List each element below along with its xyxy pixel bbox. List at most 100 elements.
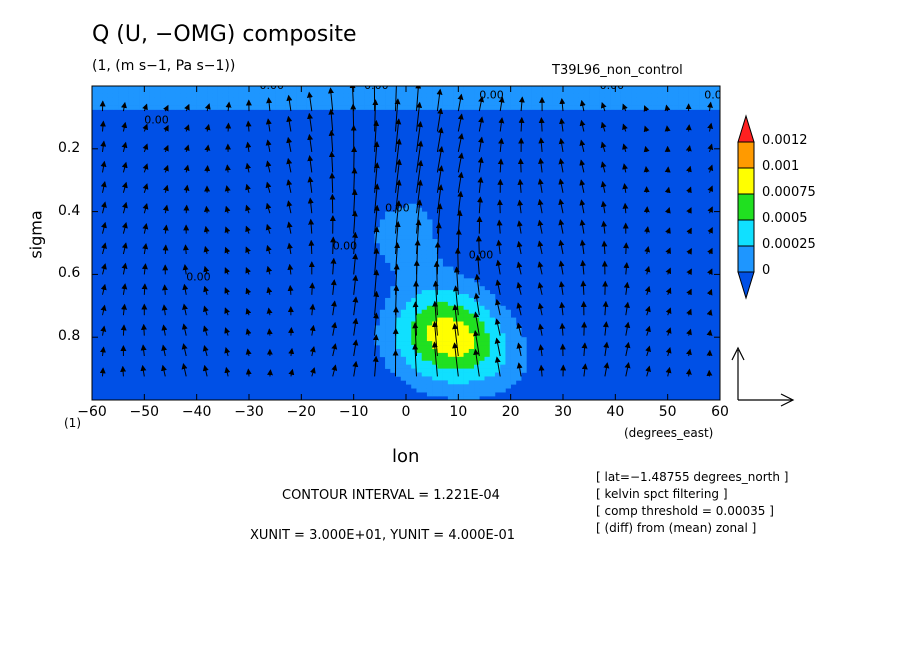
field-cell xyxy=(458,396,464,400)
field-cell xyxy=(390,105,396,110)
field-cell xyxy=(390,313,396,318)
field-cell xyxy=(515,105,522,110)
field-cell xyxy=(228,93,234,99)
field-cell xyxy=(411,329,417,334)
field-cell xyxy=(154,97,161,102)
wind-vector xyxy=(140,323,147,336)
wind-vector xyxy=(433,260,440,295)
field-cell xyxy=(411,337,417,342)
field-cell xyxy=(390,89,396,95)
field-cell xyxy=(510,325,517,330)
field-cell xyxy=(505,380,511,385)
field-cell xyxy=(468,329,475,334)
field-cell xyxy=(390,368,396,373)
field-cell xyxy=(568,101,574,106)
field-cell xyxy=(379,101,386,106)
field-cell xyxy=(453,278,459,283)
field-cell xyxy=(411,384,417,389)
field-cell xyxy=(693,97,700,102)
wind-vector xyxy=(202,345,209,357)
field-cell xyxy=(437,105,443,110)
field-cell xyxy=(406,254,412,260)
field-cell xyxy=(421,294,428,299)
field-cell xyxy=(442,301,449,307)
field-cell xyxy=(379,341,386,346)
wind-vector xyxy=(372,334,379,357)
field-cell xyxy=(296,97,302,102)
field-cell xyxy=(594,101,600,106)
field-cell xyxy=(170,86,177,91)
field-cell xyxy=(191,89,197,95)
field-cell xyxy=(442,325,449,330)
field-cell xyxy=(636,89,642,95)
field-cell xyxy=(327,93,334,99)
field-cell xyxy=(563,97,569,102)
wind-vector xyxy=(245,225,251,234)
field-cell xyxy=(442,101,449,106)
field-cell xyxy=(442,341,449,346)
field-cell xyxy=(379,235,386,240)
field-cell xyxy=(447,101,454,106)
field-cell xyxy=(463,337,470,342)
field-cell xyxy=(526,86,532,91)
field-cell xyxy=(400,89,407,95)
field-cell xyxy=(97,86,103,91)
field-cell xyxy=(406,321,412,326)
field-cell xyxy=(453,270,459,275)
field-cell xyxy=(552,93,559,99)
field-cell xyxy=(233,97,239,102)
contour-label: 0.00 xyxy=(333,239,358,252)
field-cell xyxy=(474,392,480,397)
wind-vector xyxy=(142,203,149,214)
field-cell xyxy=(474,97,480,102)
field-cell xyxy=(510,101,517,106)
field-cell xyxy=(547,97,553,102)
field-cell xyxy=(494,348,501,354)
wind-vector xyxy=(558,117,565,132)
wind-vector xyxy=(265,223,272,234)
field-cell xyxy=(494,309,501,314)
field-cell xyxy=(385,317,391,322)
field-cell xyxy=(385,329,391,334)
field-cell xyxy=(390,219,396,224)
field-cell xyxy=(400,301,407,307)
field-cell xyxy=(489,329,496,334)
field-cell xyxy=(379,317,386,322)
field-cell xyxy=(620,97,627,102)
field-cell xyxy=(437,352,443,358)
field-cell xyxy=(385,235,391,240)
field-cell xyxy=(500,305,506,311)
field-cell xyxy=(578,97,585,102)
field-cell xyxy=(636,105,642,110)
field-cell xyxy=(494,105,501,110)
field-cell xyxy=(484,105,491,110)
field-cell xyxy=(453,388,459,393)
field-cell xyxy=(489,372,496,377)
field-cell xyxy=(563,86,569,91)
field-cell xyxy=(463,321,470,326)
field-cell xyxy=(442,348,449,354)
field-cell xyxy=(426,341,433,346)
wind-vector xyxy=(224,185,231,193)
field-cell xyxy=(463,286,470,291)
field-cell xyxy=(426,97,433,102)
field-cell xyxy=(552,89,559,95)
field-cell xyxy=(421,309,428,314)
field-cell xyxy=(521,348,527,354)
field-cell xyxy=(494,368,501,373)
field-cell xyxy=(536,86,543,91)
field-cell xyxy=(421,239,428,244)
field-cell xyxy=(395,239,402,244)
chart-title: Q (U, −OMG) composite xyxy=(92,22,357,47)
field-cell xyxy=(385,254,391,260)
field-cell xyxy=(406,266,412,271)
field-cell xyxy=(583,93,590,99)
field-cell xyxy=(474,105,480,110)
field-cell xyxy=(447,294,454,299)
field-cell xyxy=(547,89,553,95)
wind-vector xyxy=(395,158,402,193)
x-tick-label: 50 xyxy=(658,404,677,420)
field-cell xyxy=(657,86,663,91)
field-cell xyxy=(463,376,470,381)
field-cell xyxy=(437,278,443,283)
